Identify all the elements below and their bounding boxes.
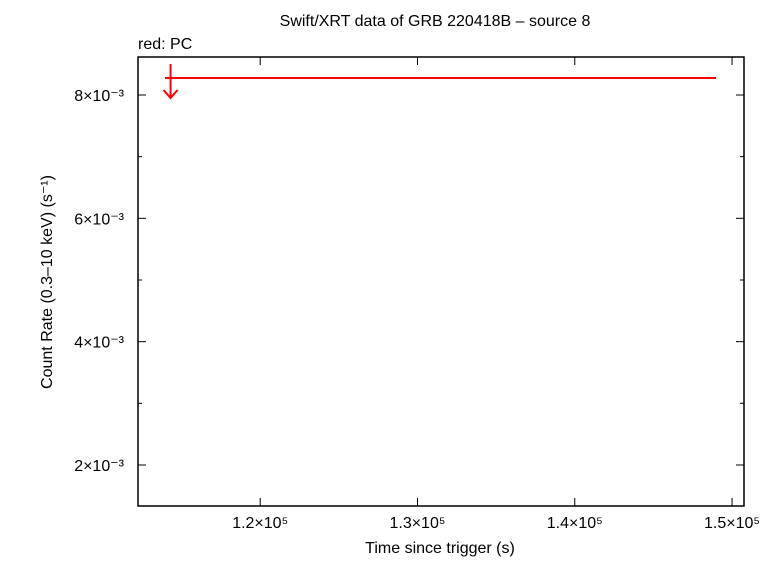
y-axis-label: Count Rate (0.3–10 keV) (s⁻¹) — [39, 175, 56, 389]
x-axis-label: Time since trigger (s) — [365, 540, 515, 557]
x-tick-label: 1.5×10⁵ — [704, 515, 760, 532]
y-tick-label: 2×10⁻³ — [74, 458, 124, 475]
upper-limit-arrow — [162, 64, 179, 100]
x-tick-label: 1.3×10⁵ — [389, 515, 445, 532]
y-tick-label: 8×10⁻³ — [74, 88, 124, 105]
annotation: red: PC — [138, 36, 192, 53]
y-tick-label: 6×10⁻³ — [74, 211, 124, 228]
x-tick-label: 1.4×10⁵ — [547, 515, 603, 532]
y-tick-label: 4×10⁻³ — [74, 335, 124, 352]
x-tick-label: 1.2×10⁵ — [232, 515, 288, 532]
chart-title: Swift/XRT data of GRB 220418B – source 8 — [280, 13, 591, 30]
plot-frame — [137, 56, 745, 507]
